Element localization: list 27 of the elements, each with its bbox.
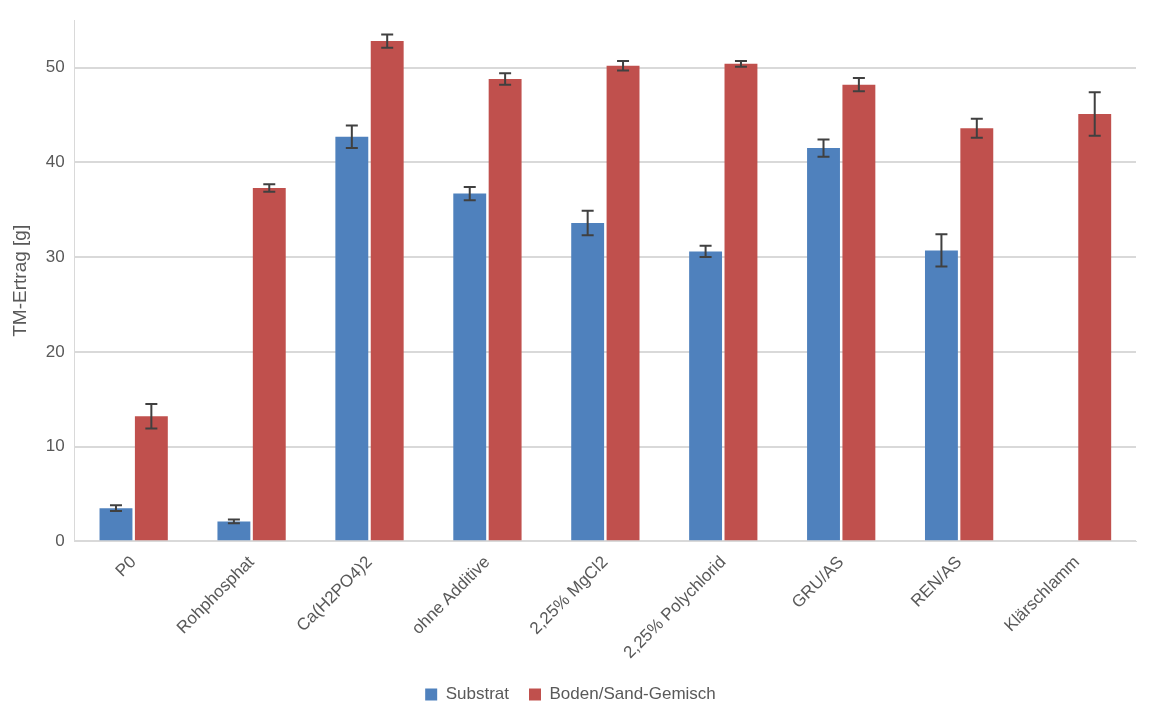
bar (217, 521, 251, 541)
bar (807, 148, 840, 541)
y-tick-label: 10 (45, 436, 65, 456)
y-tick-label: 20 (45, 341, 65, 361)
bar (1078, 114, 1112, 541)
y-tick-label: 50 (45, 57, 65, 77)
y-tick-label: 0 (55, 531, 65, 551)
bar (134, 416, 168, 541)
bar (606, 65, 640, 541)
bar (842, 84, 876, 541)
legend-label: Boden/Sand-Gemisch (549, 684, 716, 704)
bar (571, 222, 605, 541)
bar (924, 250, 958, 541)
bar (724, 63, 758, 541)
y-tick-label: 40 (45, 152, 65, 172)
bar (689, 251, 723, 541)
bar (960, 128, 994, 541)
x-tick-label: P0 (111, 552, 140, 581)
bar (99, 508, 133, 541)
y-tick-label: 30 (45, 246, 65, 266)
y-axis-title: TM-Ertrag [g] (8, 224, 30, 337)
bar (335, 136, 369, 541)
bar (453, 193, 487, 541)
bar (488, 78, 522, 541)
bar (252, 187, 286, 541)
legend-label: Substrat (445, 684, 510, 704)
bar (370, 41, 404, 541)
